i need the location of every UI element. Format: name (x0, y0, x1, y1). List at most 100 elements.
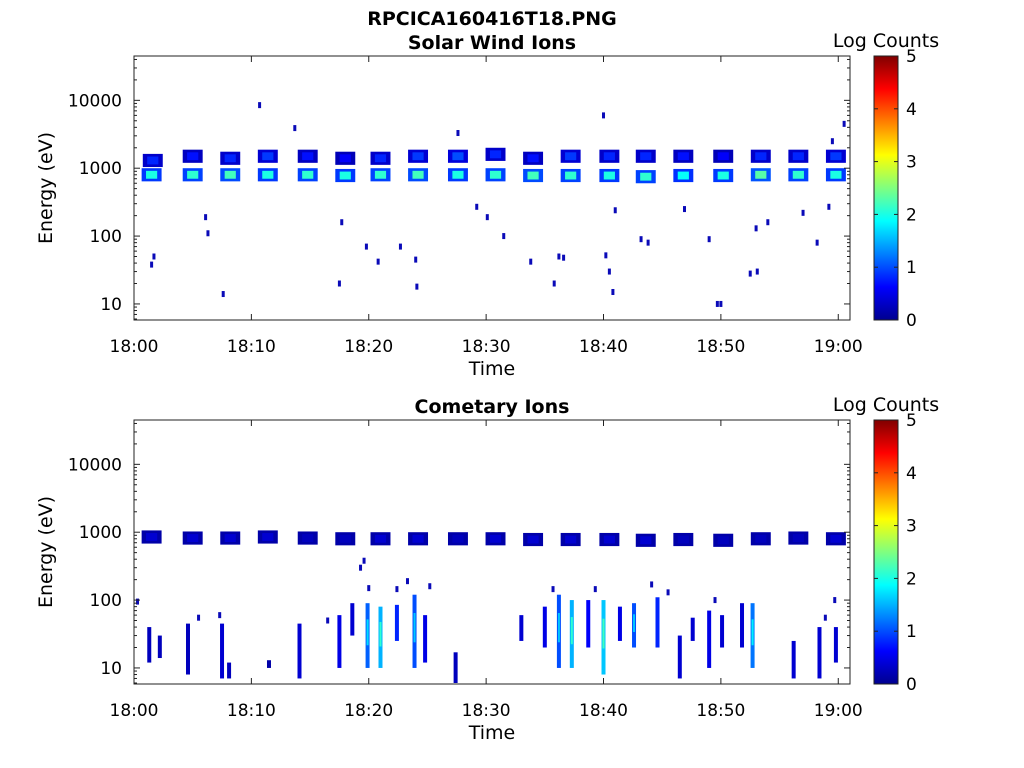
data-cell-core (302, 534, 314, 542)
data-point (359, 564, 363, 571)
data-column-core (379, 621, 382, 647)
y-tick-label: 10000 (68, 91, 122, 111)
data-point (376, 258, 380, 265)
data-point (398, 243, 402, 250)
data-point (529, 258, 533, 265)
axes: 18:00 18:10 18:20 18:30 18:40 18:50 19:00 10 100… (68, 56, 863, 357)
data-point (456, 130, 460, 137)
data-cell-core (717, 536, 729, 545)
plot-frame (133, 419, 851, 685)
cometary-panel: Cometary Ions 18:00 18:10 18:20 18:30 18:40 1… (35, 394, 939, 744)
colorbar-gradient (873, 55, 899, 321)
data-cell-core (262, 533, 274, 541)
data-column (297, 623, 302, 679)
plot-background (134, 420, 850, 684)
data-cell-core (830, 152, 842, 161)
data-column (542, 606, 547, 648)
x-tick-label: 18:50 (696, 701, 745, 721)
data-point (593, 586, 597, 593)
data-cell-core (830, 170, 842, 179)
data-layer (141, 102, 846, 307)
data-point (646, 239, 650, 246)
data-column (394, 604, 399, 641)
data-point (748, 270, 752, 277)
data-cell-core (146, 170, 158, 179)
data-point (551, 586, 555, 593)
data-cell-core (147, 156, 159, 165)
solar-wind-panel: Solar Wind Ions 18:00 18:10 18:20 18:30 18:4… (35, 30, 939, 380)
data-point (204, 214, 208, 221)
data-column (220, 623, 225, 679)
colorbar-label: Log Counts (833, 394, 939, 416)
data-cell-core (792, 170, 804, 179)
y-tick-label: 1000 (79, 523, 122, 543)
x-tick-label: 18:40 (579, 337, 628, 357)
data-point (340, 219, 344, 226)
data-point (604, 252, 608, 259)
colorbar-label: Log Counts (833, 30, 939, 52)
data-cell-core (640, 536, 652, 545)
data-point (755, 268, 759, 275)
data-cell-core (677, 171, 689, 180)
colorbar-gradient (873, 419, 899, 685)
data-cell-core (677, 152, 689, 161)
data-cell-core (792, 534, 804, 542)
data-point (552, 280, 556, 287)
data-cell-core (452, 534, 464, 543)
data-cell-core (640, 172, 652, 181)
data-column (423, 615, 428, 663)
data-point (364, 243, 368, 250)
colorbar-tick-label: 3 (906, 153, 917, 173)
data-column (833, 627, 838, 663)
data-cell-core (717, 152, 729, 161)
colorbar-tick-label: 5 (906, 47, 917, 67)
colorbar-tick-label: 4 (906, 464, 917, 484)
data-column (337, 615, 342, 668)
data-point (639, 236, 643, 243)
data-point (666, 589, 670, 596)
data-point (258, 102, 262, 109)
data-column (690, 617, 695, 641)
data-point (502, 233, 506, 240)
data-column-core (413, 613, 416, 643)
data-point (766, 219, 770, 226)
data-cell-core (339, 171, 351, 180)
data-point (602, 112, 606, 119)
data-point (650, 581, 654, 588)
data-point (395, 586, 399, 593)
y-axis-label: Energy (eV) (35, 132, 57, 244)
data-column (655, 597, 660, 648)
data-column-core (751, 619, 754, 646)
figure-title: RPCICA160416T18.PNG (367, 8, 617, 30)
y-tick-label: 10 (100, 295, 122, 315)
data-cell-core (374, 170, 387, 179)
y-tick-label: 100 (90, 591, 122, 611)
data-column (617, 606, 622, 641)
colorbar: Log Counts 0 1 2 3 4 5 (833, 30, 939, 331)
colorbar-tick-label: 3 (906, 517, 917, 537)
data-cell-core (452, 152, 464, 161)
data-point (611, 288, 615, 295)
data-point (682, 206, 686, 213)
y-axis-label: Energy (eV) (35, 496, 57, 608)
data-cell-core (302, 152, 314, 161)
data-cell-core (489, 150, 502, 159)
x-tick-label: 18:20 (344, 701, 393, 721)
data-cell-core (830, 534, 842, 543)
x-tick-label: 18:00 (110, 701, 159, 721)
panel-title: Solar Wind Ions (408, 32, 576, 54)
data-column (453, 652, 458, 684)
x-tick-label: 18:30 (462, 337, 511, 357)
x-tick-label: 18:50 (696, 337, 745, 357)
data-cell-core (412, 170, 424, 179)
data-point (613, 207, 617, 214)
data-cell-core (339, 154, 351, 163)
data-point (475, 203, 479, 210)
data-point (150, 261, 154, 268)
data-cell-core (603, 535, 615, 544)
data-point (367, 585, 371, 592)
data-point (562, 254, 566, 261)
data-cell-core (452, 170, 464, 179)
data-point (218, 612, 222, 619)
data-column (266, 660, 271, 668)
